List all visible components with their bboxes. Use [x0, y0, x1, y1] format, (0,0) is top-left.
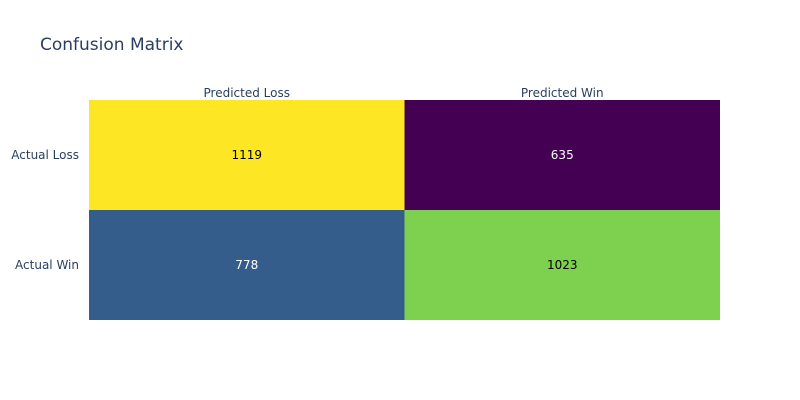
- chart-title: Confusion Matrix: [40, 35, 184, 55]
- heatmap-cell-r0-c0: [89, 100, 405, 210]
- heatmap-cells: [89, 100, 720, 320]
- cell-value-r0-c0: 1119: [231, 148, 262, 162]
- cell-value-r0-c1: 635: [551, 148, 574, 162]
- y-axis-ticks: Actual Loss Actual Win: [11, 148, 79, 272]
- cell-value-r1-c1: 1023: [547, 258, 578, 272]
- heatmap-cell-r1-c1: [404, 210, 720, 320]
- cell-value-labels: 1119 635 778 1023: [231, 148, 577, 272]
- y-tick-label-0: Actual Loss: [11, 148, 79, 162]
- heatmap-cell-r0-c1: [404, 100, 720, 210]
- x-tick-label-1: Predicted Win: [521, 86, 604, 100]
- x-axis-ticks: Predicted Loss Predicted Win: [204, 86, 604, 100]
- x-tick-label-0: Predicted Loss: [204, 86, 290, 100]
- y-tick-label-1: Actual Win: [15, 258, 79, 272]
- cell-value-r1-c0: 778: [235, 258, 258, 272]
- heatmap-cell-r1-c0: [89, 210, 405, 320]
